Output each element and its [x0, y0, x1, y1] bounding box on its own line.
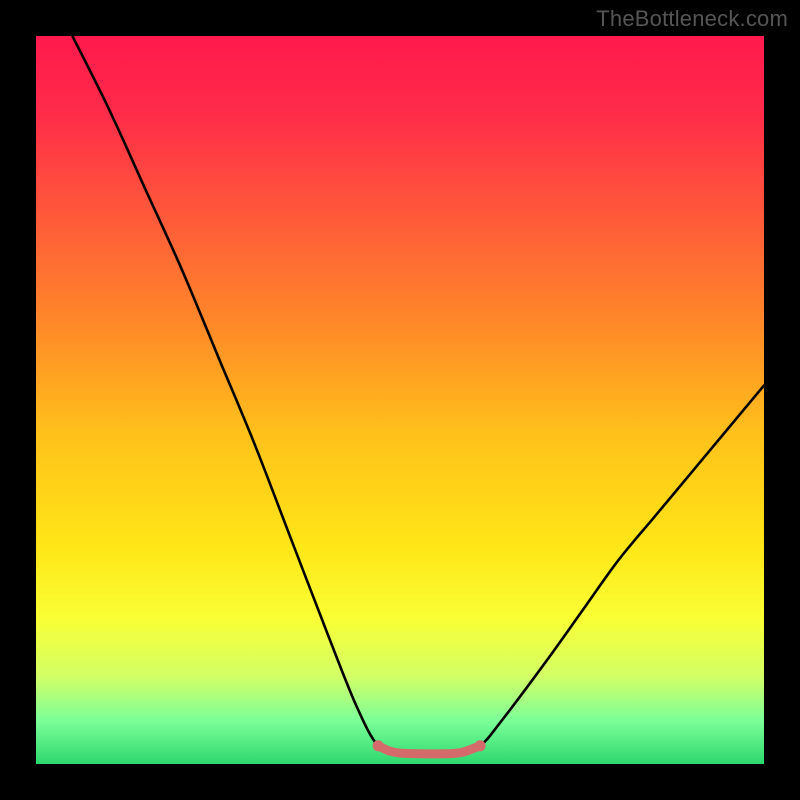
bottleneck-chart: [0, 0, 800, 800]
highlight-start-dot: [373, 740, 384, 751]
highlight-end-dot: [475, 740, 486, 751]
plot-area: [36, 36, 764, 764]
watermark-label: TheBottleneck.com: [596, 6, 788, 32]
chart-container: TheBottleneck.com: [0, 0, 800, 800]
